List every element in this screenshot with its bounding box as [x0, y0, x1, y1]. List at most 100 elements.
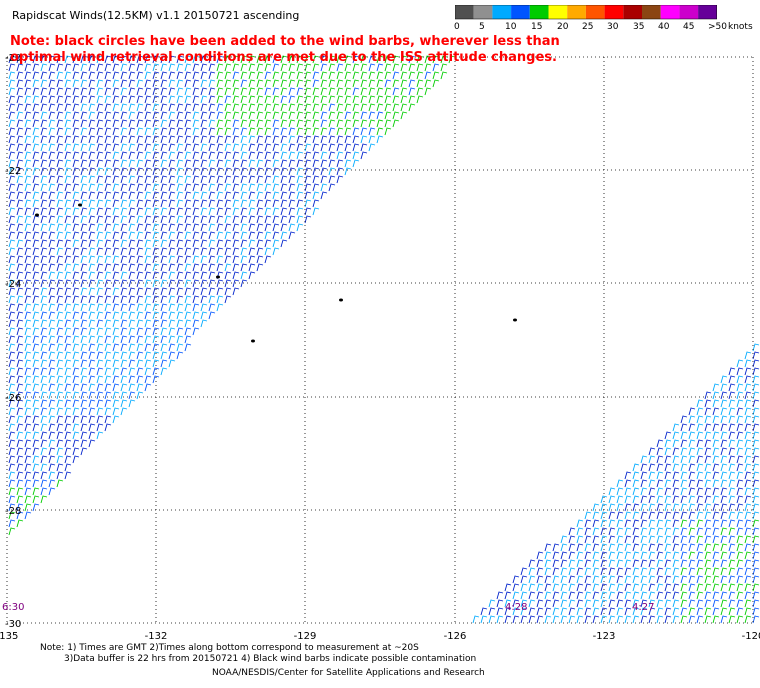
wind-barb — [80, 263, 88, 272]
wind-barb — [128, 111, 136, 120]
wind-barb — [376, 127, 384, 136]
wind-barb — [144, 183, 152, 192]
wind-barb — [88, 351, 96, 360]
wind-barb — [112, 95, 120, 104]
wind-barb — [80, 303, 88, 312]
wind-barb — [192, 231, 200, 240]
wind-barb — [584, 543, 592, 552]
wind-barb — [24, 63, 32, 72]
wind-barb — [280, 191, 288, 200]
wind-barb — [728, 615, 736, 624]
wind-barb — [144, 143, 152, 152]
wind-barb — [16, 311, 24, 320]
wind-barb — [656, 559, 664, 568]
wind-barb — [192, 63, 200, 72]
wind-barb — [152, 87, 160, 96]
wind-barb — [32, 215, 40, 224]
wind-barb — [712, 415, 720, 424]
wind-barb — [168, 319, 176, 328]
wind-barb — [80, 335, 88, 344]
wind-barb — [64, 191, 72, 200]
wind-barb — [216, 223, 224, 232]
wind-barb — [656, 607, 664, 616]
wind-barb — [168, 335, 176, 344]
wind-barb — [680, 463, 688, 472]
wind-barb — [8, 463, 16, 472]
wind-barb — [40, 247, 48, 256]
wind-barb — [144, 199, 152, 208]
wind-barb — [680, 567, 688, 576]
wind-barb — [120, 319, 128, 328]
wind-barb — [120, 231, 128, 240]
wind-barb — [208, 207, 216, 216]
wind-barb — [104, 295, 112, 304]
wind-barb — [96, 143, 104, 152]
wind-barb — [288, 215, 296, 224]
wind-barb — [104, 407, 112, 416]
wind-barb — [288, 199, 296, 208]
wind-barb — [752, 375, 760, 384]
wind-barb — [184, 311, 192, 320]
wind-barb — [112, 359, 120, 368]
wind-barb — [16, 431, 24, 440]
wind-barb — [136, 191, 144, 200]
wind-barb — [48, 183, 56, 192]
wind-barb — [752, 503, 760, 512]
wind-barb — [200, 159, 208, 168]
wind-barb — [192, 319, 200, 328]
wind-barb — [600, 591, 608, 600]
wind-barb — [728, 407, 736, 416]
wind-barb — [56, 415, 64, 424]
wind-barb — [712, 599, 720, 608]
wind-barb — [728, 487, 736, 496]
wind-barb — [408, 79, 416, 88]
wind-barb — [24, 143, 32, 152]
wind-barb — [736, 375, 744, 384]
wind-barb — [704, 487, 712, 496]
wind-barb — [112, 239, 120, 248]
wind-barb — [224, 247, 232, 256]
wind-barb — [512, 575, 520, 584]
wind-barb — [568, 615, 576, 624]
wind-barb — [728, 479, 736, 488]
wind-barb — [216, 279, 224, 288]
wind-barb — [704, 615, 712, 624]
wind-barb — [744, 551, 752, 560]
wind-barb — [728, 367, 736, 376]
wind-barb — [712, 583, 720, 592]
wind-barb — [640, 559, 648, 568]
wind-barb — [608, 503, 616, 512]
wind-barb — [360, 79, 368, 88]
wind-barb — [24, 199, 32, 208]
wind-barb — [32, 423, 40, 432]
wind-barb — [16, 87, 24, 96]
wind-barb — [664, 487, 672, 496]
wind-barb — [32, 191, 40, 200]
wind-barb — [152, 223, 160, 232]
wind-barb — [552, 575, 560, 584]
wind-barb — [264, 111, 272, 120]
wind-barb — [720, 599, 728, 608]
wind-barb — [160, 215, 168, 224]
wind-barb — [232, 279, 240, 288]
wind-barb — [624, 607, 632, 616]
wind-barb — [96, 303, 104, 312]
wind-barb — [120, 399, 128, 408]
wind-barb — [328, 159, 336, 168]
wind-barb — [72, 327, 80, 336]
wind-barb — [352, 63, 360, 72]
wind-barb — [168, 183, 176, 192]
wind-barb — [272, 135, 280, 144]
colorbar-label: 45 — [683, 22, 695, 32]
wind-barb — [256, 239, 264, 248]
wind-barb — [216, 191, 224, 200]
wind-barb — [40, 167, 48, 176]
wind-barb — [296, 199, 304, 208]
wind-barb — [320, 127, 328, 136]
wind-barb — [72, 207, 80, 216]
wind-barb — [528, 599, 536, 608]
wind-barb — [72, 151, 80, 160]
wind-barb — [56, 351, 64, 360]
wind-barb — [656, 527, 664, 536]
wind-barb — [336, 159, 344, 168]
